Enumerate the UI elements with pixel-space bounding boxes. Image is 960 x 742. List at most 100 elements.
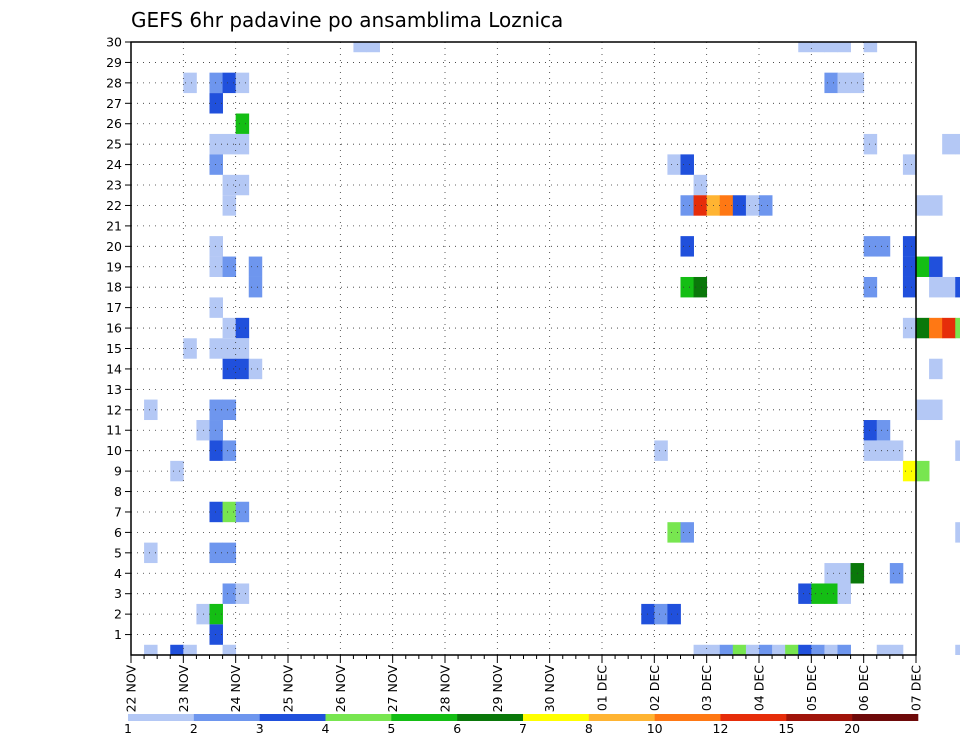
ensemble-cell (955, 440, 960, 461)
ensemble-cell (209, 624, 223, 645)
ensemble-cell (209, 440, 223, 461)
x-tick-label: 28 NOV (438, 665, 453, 713)
ensemble-cell (222, 440, 237, 461)
ensemble-cell (902, 154, 917, 175)
ensemble-cell (929, 256, 943, 277)
y-tick-label: 7 (114, 504, 122, 519)
ensemble-cell (353, 42, 367, 53)
y-tick-label: 1 (114, 627, 122, 642)
ensemble-cell (693, 644, 708, 655)
ensemble-cell (222, 195, 237, 216)
colorbar-label: 12 (713, 721, 729, 736)
ensemble-cell (706, 644, 721, 655)
y-tick-label: 20 (106, 239, 122, 254)
ensemble-cell (811, 42, 825, 53)
y-axis: 1234567891011121314151617181920212223242… (106, 35, 131, 642)
ensemble-cell (222, 174, 237, 196)
ensemble-cell (759, 195, 773, 216)
x-axis: 22 NOV 23 NOV 24 NOV 25 NOV 26 NOV 27 NOV 28 N… (124, 655, 924, 712)
y-tick-label: 21 (106, 218, 122, 233)
ensemble-cell (929, 399, 943, 421)
ensemble-cell (772, 644, 786, 655)
ensemble-cell (889, 563, 904, 584)
ensemble-cell (222, 501, 237, 523)
ensemble-cell (745, 195, 760, 216)
ensemble-cell (680, 276, 694, 298)
ensemble-cell (235, 583, 250, 604)
colorbar-swatch (654, 714, 721, 721)
ensemble-cell (209, 501, 223, 523)
ensemble-cell (876, 420, 891, 441)
y-tick-label: 17 (106, 300, 122, 315)
y-tick-label: 11 (106, 423, 122, 438)
ensemble-cell (222, 644, 237, 655)
ensemble-cell (248, 256, 263, 277)
colorbar-swatch (588, 714, 655, 721)
x-tick-label: 07 DEC (909, 665, 924, 711)
ensemble-cell (955, 644, 960, 655)
y-tick-label: 8 (114, 484, 122, 499)
x-tick-label: 27 NOV (385, 665, 400, 713)
ensemble-cell (222, 542, 237, 564)
ensemble-cell (209, 297, 223, 318)
y-tick-label: 15 (106, 341, 122, 356)
x-tick-label: 05 DEC (804, 665, 819, 711)
colorbar-label: 4 (322, 721, 330, 736)
ensemble-cell (654, 440, 668, 461)
ensemble-cell (680, 522, 694, 543)
ensemble-cell (235, 72, 250, 94)
ensemble-cell (759, 644, 773, 655)
ensemble-cell (667, 522, 681, 543)
ensemble-cell (209, 338, 223, 359)
ensemble-cell (916, 317, 930, 339)
ensemble-cell (837, 583, 851, 604)
ensemble-cell (811, 644, 825, 655)
ensemble-cell (942, 317, 956, 339)
ensemble-cell (955, 317, 960, 339)
ensemble-cell (183, 644, 197, 655)
ensemble-cell (863, 440, 878, 461)
ensemble-cell (863, 276, 878, 298)
y-tick-label: 28 (106, 75, 122, 90)
ensemble-cell (837, 644, 851, 655)
ensemble-cell (366, 42, 380, 53)
x-tick-label: 26 NOV (333, 665, 348, 713)
ensemble-cell (209, 542, 223, 564)
ensemble-cell (680, 195, 694, 216)
ensemble-cell (209, 256, 223, 277)
ensemble-cell (889, 644, 904, 655)
ensemble-cell (183, 338, 197, 359)
x-tick-label: 29 NOV (490, 665, 505, 713)
ensemble-cell (876, 440, 891, 461)
ensemble-cell (811, 583, 825, 604)
ensemble-cell (209, 236, 223, 257)
colorbar-swatch (325, 714, 392, 721)
ensemble-cell (222, 583, 237, 604)
ensemble-cell (824, 72, 838, 94)
colorbar-label: 10 (647, 721, 663, 736)
y-tick-label: 10 (106, 443, 122, 458)
ensemble-cell (235, 174, 250, 196)
colorbar-label: 6 (453, 721, 461, 736)
y-tick-label: 4 (114, 566, 122, 581)
colorbar-swatch (193, 714, 260, 721)
y-tick-label: 19 (106, 259, 122, 274)
ensemble-cell (863, 236, 878, 257)
ensemble-cell (222, 317, 237, 339)
ensemble-cell (942, 276, 956, 298)
ensemble-cell (824, 42, 838, 53)
ensemble-cell (222, 256, 237, 277)
colorbar-swatch (128, 714, 195, 721)
x-tick-label: 23 NOV (176, 665, 191, 713)
colorbar-label: 1 (124, 721, 132, 736)
ensemble-cell (235, 317, 250, 339)
ensemble-cell (248, 358, 263, 380)
ensemble-cell (863, 42, 878, 53)
x-tick-label: 22 NOV (124, 665, 139, 713)
y-tick-label: 27 (106, 96, 122, 111)
x-tick-label: 01 DEC (595, 665, 610, 711)
ensemble-cell (209, 93, 223, 114)
ensemble-cell (889, 440, 904, 461)
ensemble-cell (667, 154, 681, 175)
